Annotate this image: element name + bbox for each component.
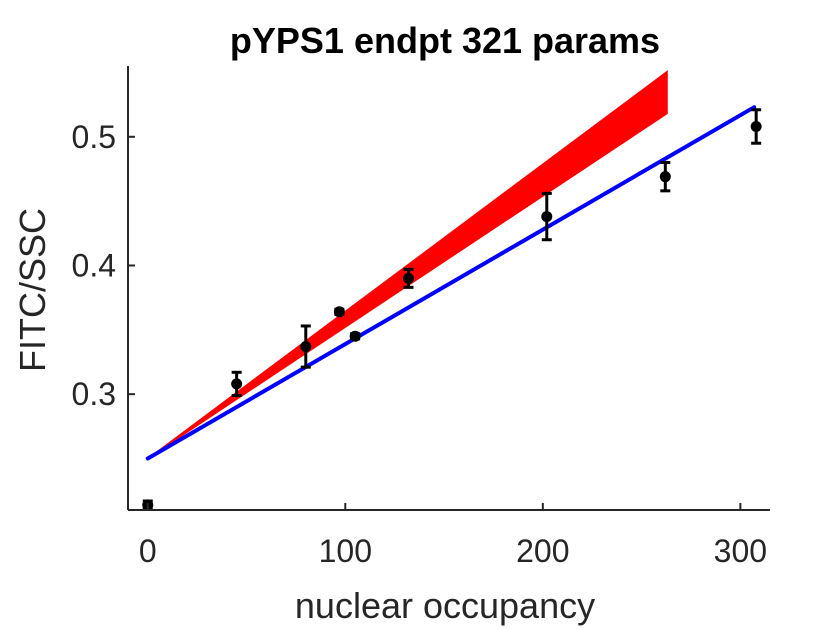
data-point <box>750 108 762 145</box>
data-marker <box>300 341 312 353</box>
data-point <box>231 370 243 397</box>
data-marker <box>333 306 345 318</box>
chart-title: pYPS1 endpt 321 params <box>230 20 660 61</box>
y-tick-label: 0.4 <box>72 247 116 283</box>
data-marker <box>659 171 671 183</box>
x-tick-label: 300 <box>714 533 767 569</box>
data-marker <box>403 272 415 284</box>
y-tick-label: 0.5 <box>72 119 116 155</box>
data-point <box>333 306 345 318</box>
data-point <box>300 324 312 369</box>
x-tick-label: 0 <box>139 533 157 569</box>
axes: 0 100 200 300 0.3 0.4 0.5 <box>72 66 770 569</box>
data-marker <box>231 378 243 390</box>
x-tick-label: 100 <box>319 533 372 569</box>
data-marker <box>349 330 361 342</box>
plot-area <box>142 70 762 511</box>
data-marker <box>541 211 553 223</box>
y-axis-label: FITC/SSC <box>12 208 53 372</box>
y-tick-label: 0.3 <box>72 376 116 412</box>
confidence-band <box>147 70 668 459</box>
fit-line <box>145 105 757 461</box>
x-tick-label: 200 <box>516 533 569 569</box>
data-point <box>403 267 415 289</box>
data-marker <box>750 120 762 132</box>
data-point <box>541 191 553 242</box>
data-point <box>659 161 671 193</box>
data-point <box>349 330 361 342</box>
x-axis-label: nuclear occupancy <box>295 585 595 626</box>
